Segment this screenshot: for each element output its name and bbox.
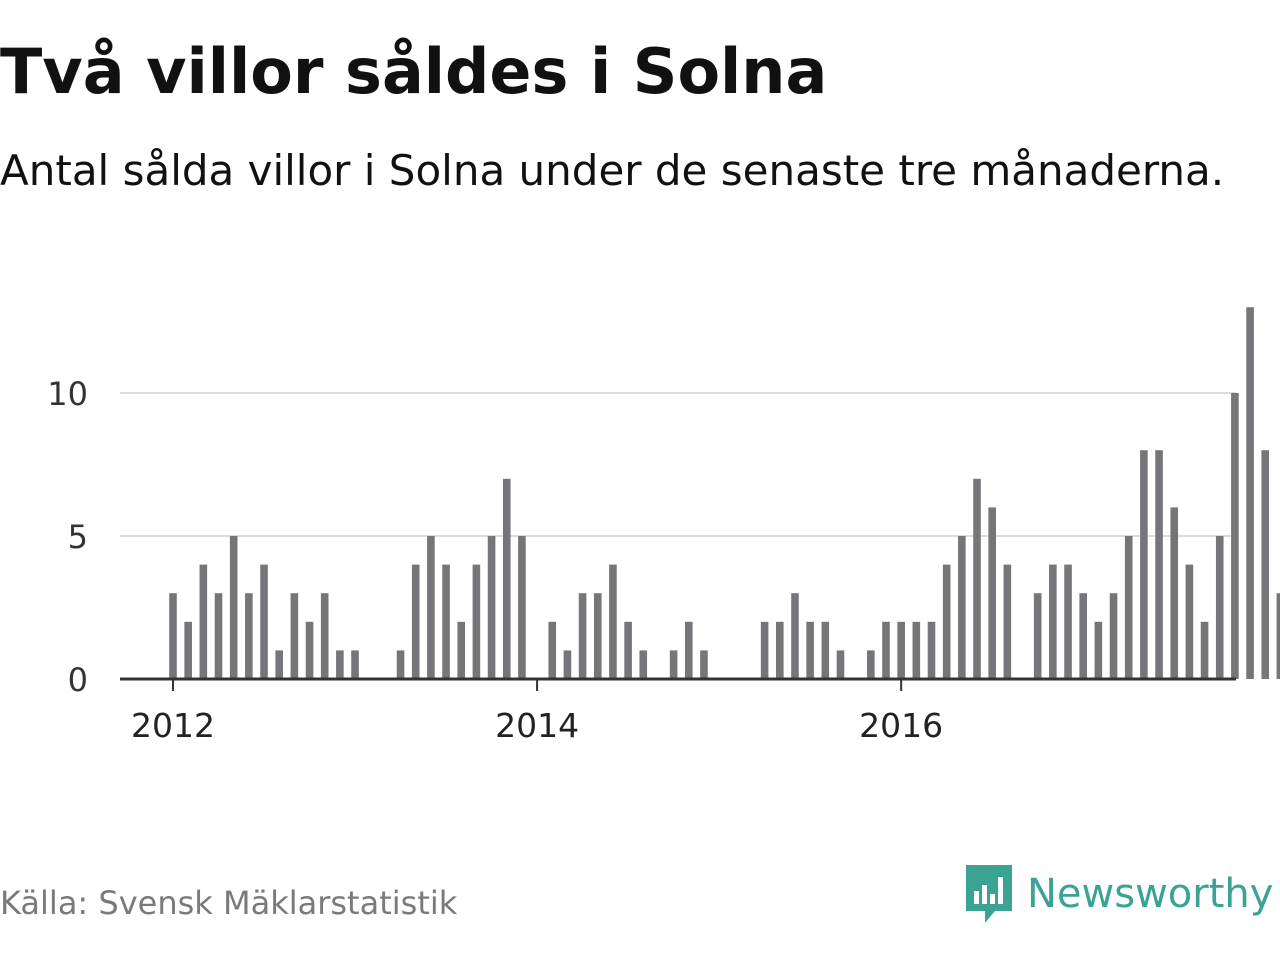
bar bbox=[624, 621, 632, 679]
bar bbox=[1109, 593, 1118, 679]
source-note: Källa: Svensk Mäklarstatistik bbox=[0, 884, 458, 922]
bar bbox=[169, 593, 177, 679]
bar bbox=[593, 593, 602, 679]
bar bbox=[1185, 564, 1194, 679]
bar bbox=[836, 650, 845, 679]
bar bbox=[351, 650, 359, 679]
bar bbox=[411, 564, 420, 679]
bar bbox=[1003, 564, 1012, 679]
bar bbox=[502, 478, 511, 679]
bar bbox=[1079, 593, 1087, 679]
bar bbox=[988, 507, 996, 679]
bar bbox=[942, 564, 951, 679]
bar bbox=[305, 621, 314, 679]
y-tick-label: 10 bbox=[47, 375, 88, 413]
y-tick-label: 5 bbox=[68, 518, 88, 556]
bar bbox=[1124, 536, 1133, 679]
bar bbox=[260, 564, 268, 679]
bar bbox=[442, 564, 450, 679]
bar bbox=[184, 621, 192, 679]
bar bbox=[457, 621, 466, 679]
bar bbox=[548, 621, 557, 679]
x-tick-label: 2014 bbox=[495, 706, 579, 745]
bar bbox=[639, 650, 648, 679]
chart-title: Två villor såldes i Solna bbox=[0, 35, 828, 108]
bar bbox=[927, 621, 936, 679]
bar bbox=[776, 621, 784, 679]
bar bbox=[518, 536, 526, 679]
bar bbox=[1140, 450, 1148, 679]
bar bbox=[882, 621, 890, 679]
x-tick-label: 2016 bbox=[859, 706, 943, 745]
bar bbox=[1246, 307, 1254, 679]
bar bbox=[1094, 621, 1103, 679]
bar bbox=[867, 650, 875, 679]
bar bbox=[897, 621, 905, 679]
bar bbox=[472, 564, 481, 679]
brand[interactable]: Newsworthy bbox=[963, 862, 1273, 926]
bar bbox=[700, 650, 708, 679]
bars bbox=[169, 307, 1280, 679]
bar bbox=[290, 593, 299, 679]
gridlines bbox=[120, 392, 1236, 537]
bar bbox=[1261, 450, 1270, 679]
bar bbox=[669, 650, 678, 679]
bar bbox=[396, 650, 405, 679]
bar bbox=[563, 650, 572, 679]
bar bbox=[1155, 450, 1163, 679]
brand-name: Newsworthy bbox=[1027, 871, 1274, 917]
bar bbox=[487, 536, 496, 679]
bar bbox=[973, 478, 981, 679]
chart-subtitle: Antal sålda villor i Solna under de sena… bbox=[0, 146, 1225, 195]
bar bbox=[791, 593, 799, 679]
x-axis bbox=[120, 677, 1236, 691]
y-tick-label: 0 bbox=[68, 661, 88, 699]
labels: 05102012201420162019202120232 bbox=[47, 375, 943, 745]
x-tick-label: 2012 bbox=[131, 706, 215, 745]
bar bbox=[821, 621, 830, 679]
bar bbox=[1215, 536, 1224, 679]
bar bbox=[1033, 593, 1042, 679]
bar bbox=[199, 564, 208, 679]
bar bbox=[229, 536, 238, 679]
bar bbox=[275, 650, 283, 679]
bar bbox=[320, 593, 329, 679]
bar bbox=[1200, 621, 1209, 679]
bar bbox=[609, 564, 617, 679]
bar-chart-speech-bubble-icon bbox=[966, 865, 1012, 923]
bar bbox=[912, 621, 921, 679]
bar bbox=[1049, 564, 1057, 679]
bar bbox=[1231, 393, 1239, 679]
bar bbox=[336, 650, 344, 679]
bar bbox=[1170, 507, 1179, 679]
bar bbox=[1064, 564, 1072, 679]
bar bbox=[958, 536, 966, 679]
bar bbox=[806, 621, 814, 679]
bar bbox=[1276, 593, 1280, 679]
bar bbox=[245, 593, 253, 679]
bar bbox=[760, 621, 769, 679]
bar bbox=[684, 621, 693, 679]
bar bbox=[578, 593, 587, 679]
bar bbox=[214, 593, 223, 679]
bar bbox=[427, 536, 435, 679]
